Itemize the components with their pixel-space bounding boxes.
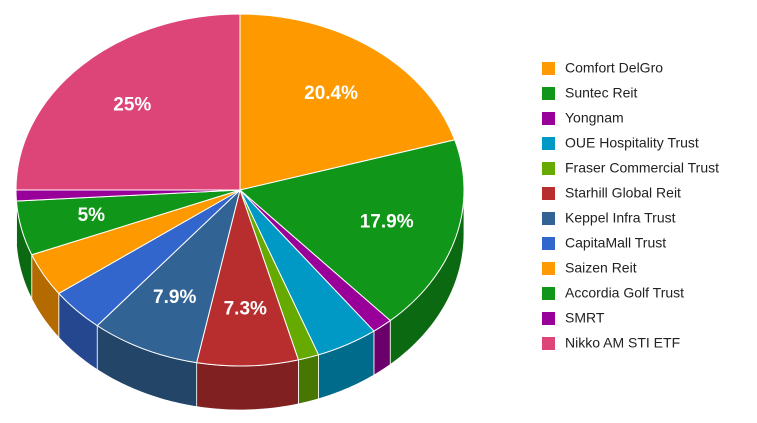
legend-label: Comfort DelGro	[565, 60, 663, 76]
legend-label: Saizen Reit	[565, 260, 637, 276]
slice-label: 20.4%	[304, 83, 358, 104]
slice-label: 17.9%	[360, 211, 414, 232]
legend-label: Keppel Infra Trust	[565, 210, 676, 226]
legend-swatch	[542, 262, 555, 275]
slice-label: 7.9%	[153, 287, 196, 308]
legend-label: CapitaMall Trust	[565, 235, 666, 251]
legend-swatch	[542, 287, 555, 300]
legend-label: Nikko AM STI ETF	[565, 335, 680, 351]
legend-label: SMRT	[565, 310, 605, 326]
legend-swatch	[542, 62, 555, 75]
slice	[239, 13, 456, 191]
slice	[15, 13, 241, 191]
legend-swatch	[542, 112, 555, 125]
legend-swatch	[542, 212, 555, 225]
legend-label: OUE Hospitality Trust	[565, 135, 699, 151]
legend-label: Fraser Commercial Trust	[565, 160, 719, 176]
legend-label: Suntec Reit	[565, 85, 637, 101]
legend-swatch	[542, 312, 555, 325]
legend-swatch	[542, 237, 555, 250]
slice	[196, 188, 300, 367]
legend-swatch	[542, 162, 555, 175]
slice-label: 5%	[78, 205, 106, 226]
legend-swatch	[542, 137, 555, 150]
slice-label: 25%	[113, 94, 151, 115]
slice-side	[298, 354, 319, 405]
legend-label: Accordia Golf Trust	[565, 285, 684, 301]
legend-label: Yongnam	[565, 110, 624, 126]
slice-side	[196, 359, 299, 411]
slice-label: 7.3%	[224, 299, 267, 320]
slice	[238, 139, 465, 322]
legend-swatch	[542, 337, 555, 350]
legend-swatch	[542, 187, 555, 200]
legend-label: Starhill Global Reit	[565, 185, 681, 201]
legend-swatch	[542, 87, 555, 100]
slice	[96, 188, 241, 364]
